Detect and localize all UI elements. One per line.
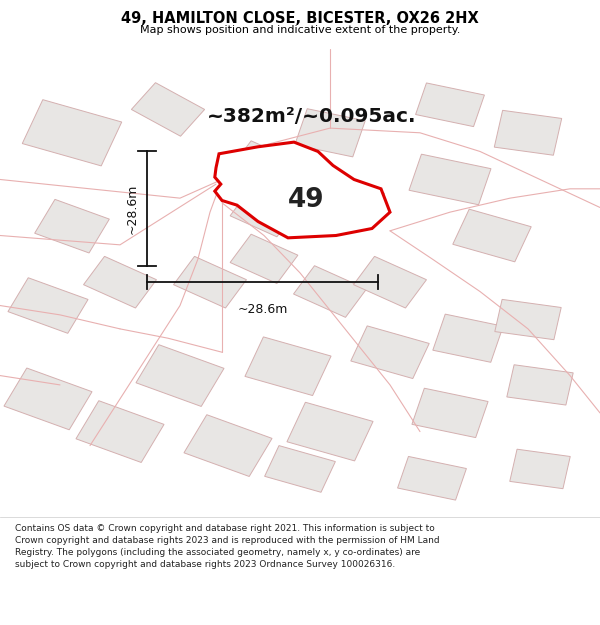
Polygon shape: [453, 209, 531, 262]
Polygon shape: [507, 365, 573, 405]
Polygon shape: [398, 456, 466, 500]
Polygon shape: [83, 256, 157, 308]
Polygon shape: [230, 234, 298, 284]
Polygon shape: [4, 368, 92, 430]
Polygon shape: [76, 401, 164, 462]
Polygon shape: [416, 83, 484, 127]
Text: ~382m²/~0.095ac.: ~382m²/~0.095ac.: [207, 107, 417, 126]
Polygon shape: [495, 299, 561, 339]
Polygon shape: [245, 337, 331, 396]
Polygon shape: [265, 446, 335, 493]
Polygon shape: [173, 256, 247, 308]
Polygon shape: [35, 199, 109, 253]
Text: 49, HAMILTON CLOSE, BICESTER, OX26 2HX: 49, HAMILTON CLOSE, BICESTER, OX26 2HX: [121, 11, 479, 26]
Polygon shape: [22, 99, 122, 166]
Polygon shape: [494, 111, 562, 155]
Polygon shape: [510, 449, 570, 489]
Polygon shape: [131, 82, 205, 136]
Polygon shape: [136, 344, 224, 406]
Polygon shape: [295, 109, 365, 157]
Polygon shape: [293, 266, 367, 318]
Polygon shape: [184, 415, 272, 476]
Polygon shape: [409, 154, 491, 205]
Polygon shape: [351, 326, 429, 379]
Polygon shape: [287, 402, 373, 461]
Polygon shape: [8, 278, 88, 333]
Text: Contains OS data © Crown copyright and database right 2021. This information is : Contains OS data © Crown copyright and d…: [15, 524, 440, 569]
Polygon shape: [353, 256, 427, 308]
Polygon shape: [215, 142, 390, 238]
Text: ~28.6m: ~28.6m: [125, 184, 139, 234]
Polygon shape: [412, 388, 488, 438]
Polygon shape: [311, 177, 385, 228]
Polygon shape: [433, 314, 503, 362]
Text: Map shows position and indicative extent of the property.: Map shows position and indicative extent…: [140, 25, 460, 35]
Polygon shape: [230, 141, 298, 190]
Polygon shape: [230, 188, 298, 237]
Text: ~28.6m: ~28.6m: [238, 303, 287, 316]
Text: 49: 49: [287, 188, 325, 214]
